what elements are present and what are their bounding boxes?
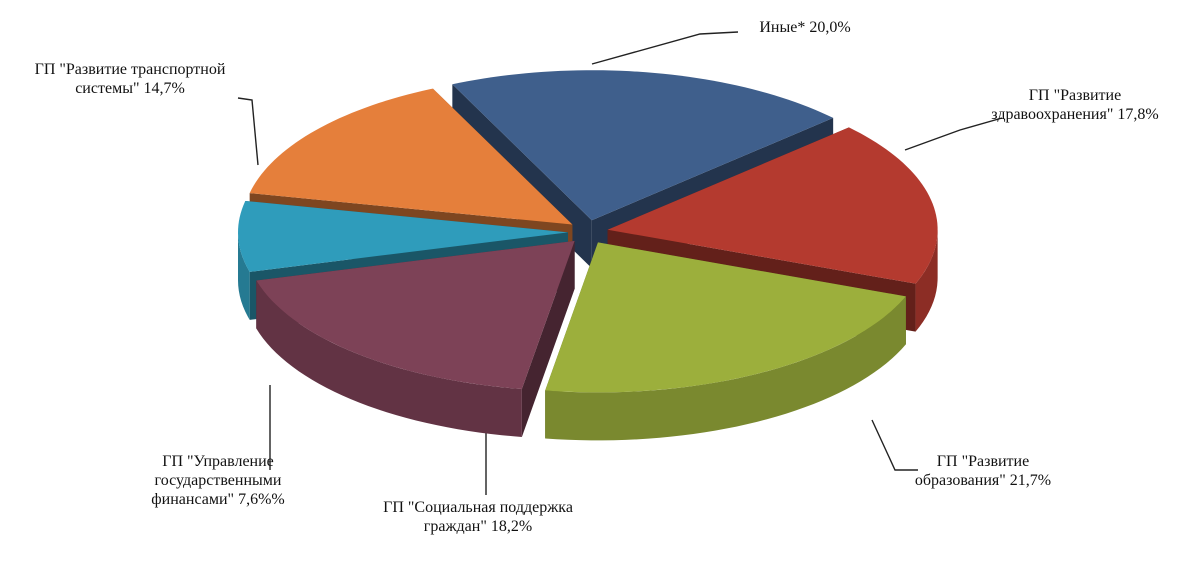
slice-value: 20,0% bbox=[809, 19, 851, 36]
slice-label: ГП "Развитие образования" 21,7% bbox=[898, 452, 1068, 490]
slice-label: ГП "Развитие транспортной системы" 14,7% bbox=[15, 60, 245, 98]
slice-group bbox=[256, 240, 575, 437]
slice-label: ГП "Развитие здравоохранения" 17,8% bbox=[980, 86, 1170, 124]
slice-side bbox=[256, 280, 522, 437]
slice-label: ГП "Социальная поддержка граждан" 18,2% bbox=[373, 498, 583, 536]
leader-line bbox=[237, 97, 259, 166]
slice-value: 21,7% bbox=[1009, 472, 1052, 489]
leader-line bbox=[871, 419, 918, 471]
slice-side bbox=[545, 296, 906, 441]
slice bbox=[607, 127, 938, 284]
slice bbox=[452, 70, 834, 221]
slice-name: ГП "Социальная поддержка граждан" bbox=[383, 499, 573, 535]
slice-name: ГП "Управление государственными финансам… bbox=[151, 453, 282, 508]
slice-name: ГП "Развитие образования" bbox=[914, 453, 1030, 489]
slice bbox=[545, 242, 906, 393]
slice-label: ГП "Управление государственными финансам… bbox=[123, 452, 313, 509]
leader-line bbox=[904, 117, 1003, 151]
slice-value: 7,6%% bbox=[238, 491, 285, 508]
slice-value: 17,8% bbox=[1117, 106, 1159, 123]
slice-name: ГП "Развитие транспортной системы" bbox=[34, 61, 226, 97]
leader-line bbox=[591, 31, 739, 65]
slice-side bbox=[238, 232, 250, 320]
slice-value: 18,2% bbox=[490, 518, 533, 535]
slice-side bbox=[915, 229, 938, 332]
slice bbox=[249, 88, 573, 225]
slice-value: 14,7% bbox=[143, 80, 185, 97]
slice-side bbox=[521, 240, 575, 437]
slice-label: Иные* 20,0% bbox=[705, 18, 905, 37]
slice bbox=[256, 240, 575, 389]
slice-group bbox=[545, 242, 906, 441]
slice-name: ГП "Развитие здравоохранения" bbox=[991, 87, 1122, 123]
slice-name: Иные* bbox=[759, 19, 806, 36]
slice bbox=[238, 200, 569, 272]
